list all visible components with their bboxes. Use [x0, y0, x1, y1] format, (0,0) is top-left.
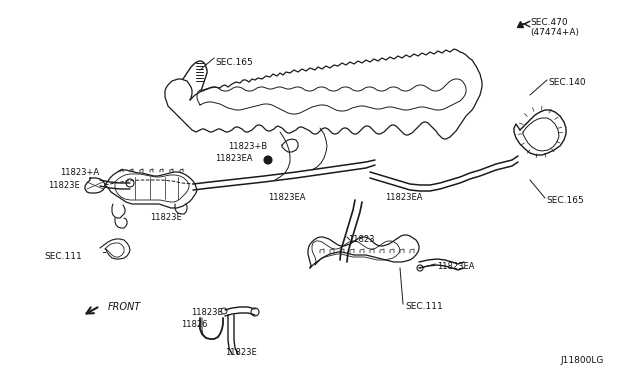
- Text: 11826: 11826: [181, 320, 207, 329]
- Text: 11823E: 11823E: [191, 308, 223, 317]
- Text: 11823E: 11823E: [225, 348, 257, 357]
- Text: 11823+B: 11823+B: [228, 142, 268, 151]
- Text: SEC.165: SEC.165: [215, 58, 253, 67]
- Text: 11823EA: 11823EA: [437, 262, 474, 271]
- Text: FRONT: FRONT: [108, 302, 141, 312]
- Text: SEC.111: SEC.111: [405, 302, 443, 311]
- Text: SEC.470: SEC.470: [530, 18, 568, 27]
- Text: 11823+A: 11823+A: [60, 168, 99, 177]
- Text: SEC.165: SEC.165: [546, 196, 584, 205]
- Text: 11823EA: 11823EA: [385, 193, 422, 202]
- Text: SEC.140: SEC.140: [548, 78, 586, 87]
- Text: J11800LG: J11800LG: [560, 356, 604, 365]
- Text: (47474+A): (47474+A): [530, 28, 579, 37]
- Text: 11823E: 11823E: [48, 181, 80, 190]
- Circle shape: [264, 156, 272, 164]
- Text: SEC.111: SEC.111: [44, 252, 82, 261]
- Text: 11823: 11823: [348, 235, 374, 244]
- Circle shape: [221, 308, 227, 314]
- Text: 11823EA: 11823EA: [268, 193, 305, 202]
- Text: 11823EA: 11823EA: [215, 154, 253, 163]
- Text: 11823E: 11823E: [150, 213, 182, 222]
